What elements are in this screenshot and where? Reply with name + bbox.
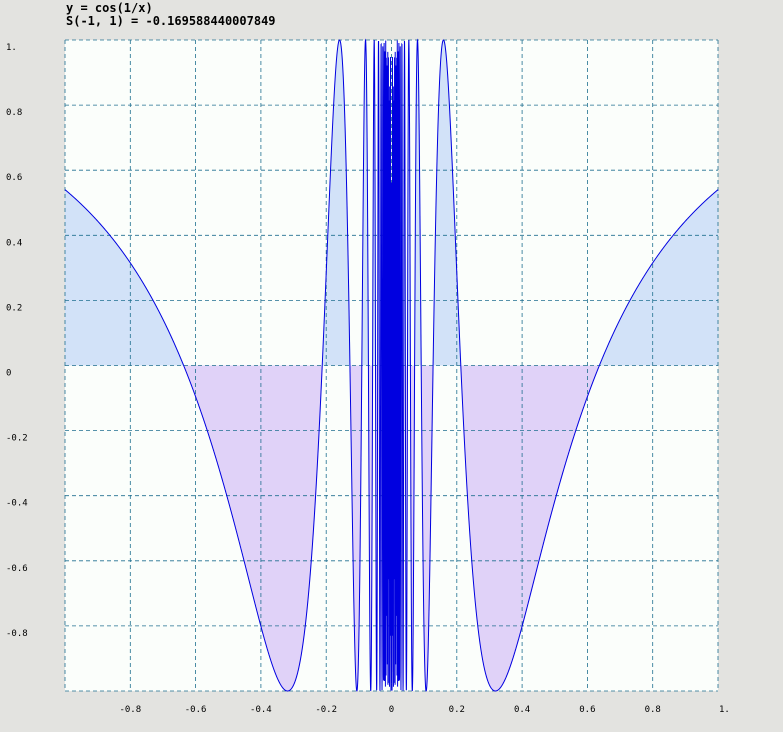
y-tick-label: 0.8 [6,108,22,118]
y-tick-label: 0.2 [6,303,22,313]
x-tick-label: -0.6 [185,705,207,715]
y-tick-label: -0.4 [6,499,28,509]
grid-lines [64,39,719,692]
y-tick-label: 0.6 [6,173,22,183]
integral-value: S(-1, 1) = -0.169588440007849 [66,14,276,28]
x-tick-label: 0.6 [579,705,595,715]
curve-cos-1-over-x [64,38,719,692]
y-tick-label: 0 [6,369,11,379]
x-tick-label: 1. [719,705,730,715]
y-tick-label: 1. [6,43,17,53]
x-tick-label: -0.4 [250,705,272,715]
x-tick-label: 0 [389,705,394,715]
y-tick-label: 0.4 [6,238,22,248]
x-tick-label: -0.2 [315,705,337,715]
x-tick-label: 0.4 [514,705,530,715]
y-tick-label: -0.2 [6,434,28,444]
x-axis-ticks: -0.8 -0.6 -0.4 -0.2 0 0.2 0.4 0.6 0.8 1. [119,705,729,715]
x-tick-label: -0.8 [119,705,141,715]
x-tick-label: 0.2 [449,705,465,715]
y-tick-label: -0.8 [6,629,28,639]
x-tick-label: 0.8 [645,705,661,715]
y-axis-ticks: 1. 0.8 0.6 0.4 0.2 0 -0.2 -0.4 -0.6 -0.8 [6,43,28,639]
function-formula: y = cos(1/x) [66,1,153,15]
y-tick-label: -0.6 [6,564,28,574]
